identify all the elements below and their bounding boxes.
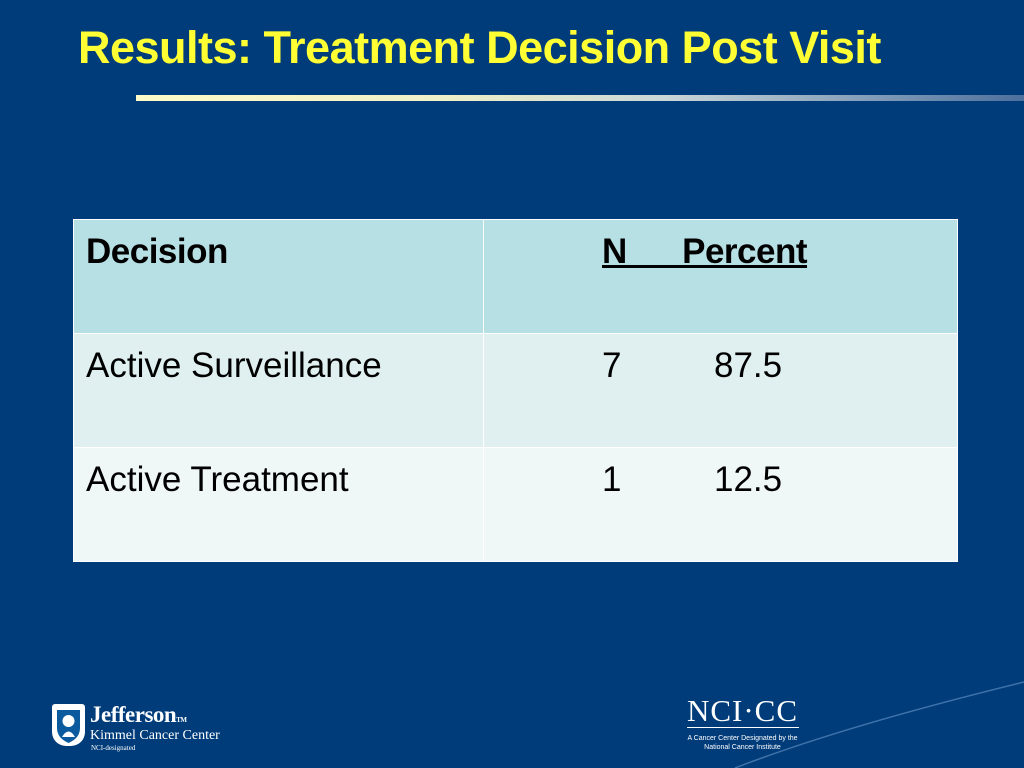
results-table: Decision N Percent Active Surveillance 7… (73, 219, 958, 562)
header-decision: Decision (73, 219, 484, 334)
header-n-percent-cell: N Percent (483, 219, 958, 334)
table-header-row: Decision N Percent (73, 219, 958, 334)
table-row: Active Treatment 1 12.5 (73, 447, 958, 562)
row-percent: 87.5 (714, 346, 783, 385)
row-decision: Active Treatment (73, 447, 484, 562)
slide-title: Results: Treatment Decision Post Visit (78, 22, 881, 73)
row-values-cell: 1 12.5 (483, 447, 958, 562)
row-decision: Active Surveillance (73, 333, 484, 448)
table-row: Active Surveillance 7 87.5 (73, 333, 958, 448)
jefferson-wordmark: JeffersonTM (90, 702, 187, 727)
ncicc-caption-line1: A Cancer Center Designated by the (687, 735, 798, 742)
row-percent: 12.5 (714, 460, 783, 499)
row-n: 1 (602, 460, 622, 499)
jefferson-logo: JeffersonTM Kimmel Cancer Center NCI-des… (50, 700, 250, 756)
ncicc-logo: NCI·CC A Cancer Center Designated by the… (680, 695, 805, 765)
jefferson-shield-icon (52, 704, 85, 746)
row-values-cell: 7 87.5 (483, 333, 958, 448)
jefferson-designation: NCI-designated (91, 744, 136, 752)
jefferson-subtitle: Kimmel Cancer Center (90, 728, 220, 743)
ncicc-mark: NCI·CC (686, 693, 799, 728)
row-n: 7 (602, 346, 622, 385)
title-underline-rule (136, 95, 1024, 101)
ncicc-caption-line2: National Cancer Institute (704, 744, 781, 751)
ncicc-divider (686, 727, 799, 728)
header-n-percent: N Percent (602, 232, 808, 271)
